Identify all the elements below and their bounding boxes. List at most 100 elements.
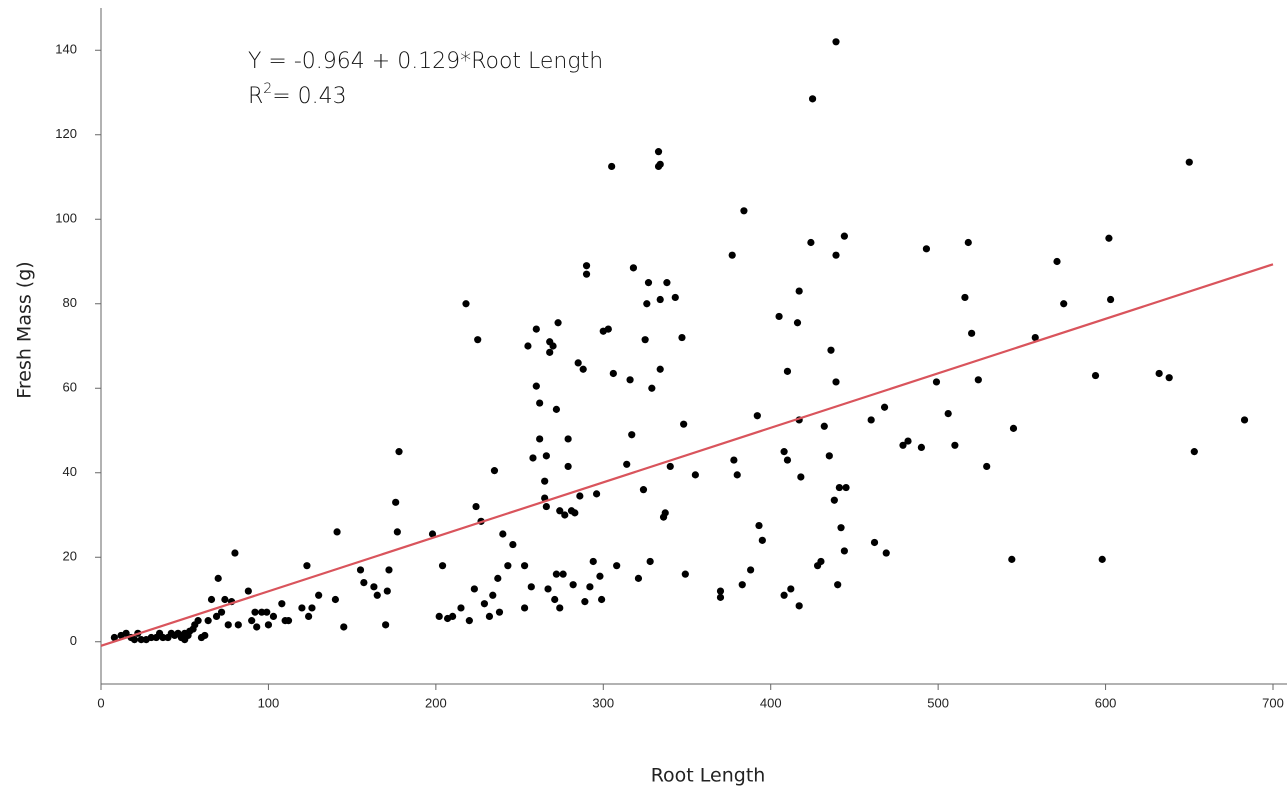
point (474, 336, 482, 344)
point (678, 333, 686, 342)
point (278, 600, 286, 608)
point (691, 471, 699, 479)
point (646, 557, 654, 566)
point (716, 593, 725, 601)
point (234, 621, 242, 629)
point (870, 538, 879, 547)
point (780, 448, 788, 456)
point (569, 581, 577, 589)
point (983, 462, 991, 471)
fit-line (100, 263, 1274, 647)
point (472, 502, 480, 511)
x-tick-label: 300 (592, 695, 614, 710)
point (527, 583, 535, 591)
point (564, 462, 572, 471)
x-tick-label: 100 (258, 695, 280, 710)
point (626, 376, 634, 384)
point (552, 570, 561, 578)
point (730, 456, 738, 464)
point (546, 348, 554, 356)
point (263, 608, 271, 616)
point (613, 562, 621, 570)
point (827, 346, 835, 354)
point (582, 270, 591, 278)
point (1106, 295, 1115, 304)
point (495, 608, 504, 616)
point (333, 528, 341, 536)
y-tick-label: 120 (55, 126, 77, 141)
x-axis-title: Root Length (651, 765, 766, 787)
point (536, 435, 544, 443)
point (1105, 234, 1113, 242)
point (964, 238, 972, 247)
point (758, 536, 766, 544)
r-squared: R2= 0.43 (248, 81, 347, 109)
point (137, 636, 145, 644)
point (654, 148, 663, 156)
point (582, 262, 591, 270)
point (564, 435, 572, 443)
point (807, 238, 815, 247)
y-tick-label: 40 (63, 464, 77, 479)
point (382, 621, 390, 629)
point (244, 587, 252, 595)
point (579, 365, 587, 373)
point (147, 633, 155, 642)
point (608, 162, 616, 171)
point (207, 595, 216, 604)
point (248, 617, 256, 625)
point (383, 587, 391, 595)
point (747, 566, 755, 574)
point (733, 471, 741, 479)
point (315, 591, 323, 599)
r-squared-sup: 2 (263, 81, 272, 97)
point (561, 511, 569, 519)
x-tick-label: 600 (1095, 695, 1117, 710)
point (835, 483, 843, 492)
point (370, 583, 378, 591)
point (795, 287, 803, 295)
point (581, 598, 589, 606)
point (435, 612, 443, 621)
point (753, 412, 761, 420)
point (820, 422, 828, 430)
point (830, 496, 838, 504)
point (217, 608, 226, 616)
point (922, 245, 931, 253)
point (549, 342, 557, 350)
point (867, 416, 875, 424)
r-squared-r: R (248, 84, 263, 109)
point (899, 441, 907, 449)
point (1053, 257, 1061, 266)
point (592, 490, 601, 498)
y-tick-label: 20 (63, 549, 77, 564)
point (385, 566, 393, 574)
point (438, 562, 447, 570)
point (559, 570, 567, 578)
point (680, 420, 688, 428)
point (604, 325, 612, 333)
point (204, 617, 212, 625)
point (465, 617, 473, 625)
point (932, 378, 941, 386)
point (201, 631, 209, 640)
point (832, 38, 840, 46)
point (1185, 158, 1193, 166)
point (968, 329, 976, 337)
point (574, 359, 582, 367)
point (917, 443, 926, 451)
point (944, 410, 952, 418)
point (795, 602, 803, 610)
point (808, 95, 817, 103)
point (258, 608, 266, 616)
point (661, 509, 669, 517)
point (520, 562, 529, 570)
point (837, 524, 845, 532)
point (253, 623, 261, 631)
y-tick-label: 80 (63, 295, 77, 310)
point (159, 633, 167, 642)
point (544, 585, 552, 593)
point (308, 604, 316, 612)
point (122, 629, 130, 637)
